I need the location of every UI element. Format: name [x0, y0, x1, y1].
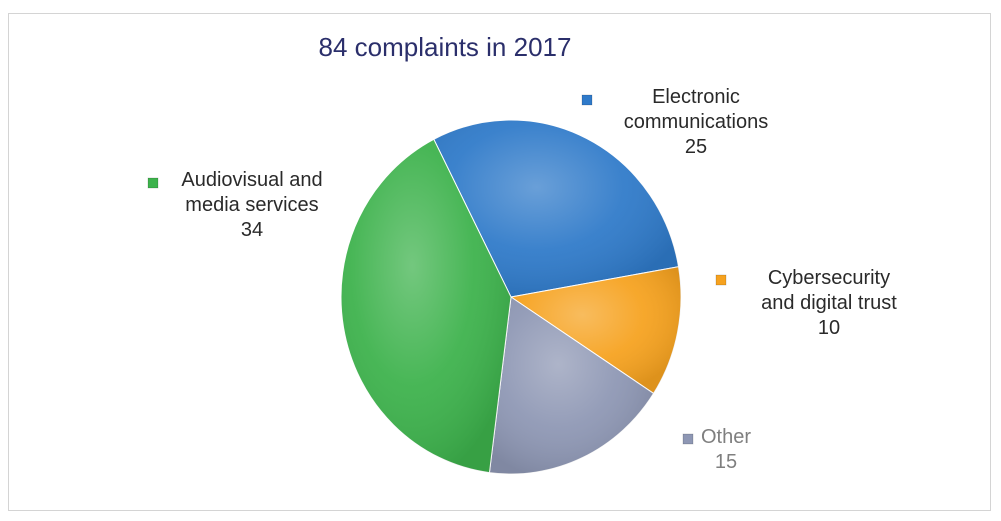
data-label-name-cybersecurity-and-digital-trust: Cybersecurity — [768, 267, 890, 289]
pie-slice-shading — [511, 266, 681, 394]
data-label-name-audiovisual-and-media-services: Audiovisual and — [181, 169, 322, 191]
pie-chart: 84 complaints in 2017 Electronic communic… — [147, 32, 897, 475]
legend-key-electronic-communications — [581, 94, 593, 106]
chart-frame: 84 complaints in 2017 Electronic communic… — [8, 13, 991, 511]
pie-slice-shading — [340, 139, 511, 473]
data-label-name-cybersecurity-and-digital-trust: and digital trust — [761, 292, 897, 314]
data-label-name-electronic-communications: communications — [624, 111, 769, 133]
data-label-value-cybersecurity-and-digital-trust: 10 — [818, 317, 840, 339]
legend-key-audiovisual-and-media-services — [147, 177, 159, 189]
data-label-value-electronic-communications: 25 — [685, 136, 707, 158]
data-label-name-audiovisual-and-media-services: media services — [185, 194, 318, 216]
pie-slice-shading — [489, 297, 654, 474]
slice-labels: Electronic communications 25 Cybersecurity a… — [147, 86, 897, 473]
chart-title: 84 complaints in 2017 — [319, 32, 572, 62]
pie-slices — [340, 119, 682, 475]
data-label-name-other: Other — [701, 426, 751, 448]
data-label-name-electronic-communications: Electronic — [652, 86, 740, 108]
data-label-value-other: 15 — [715, 451, 737, 473]
legend-key-cybersecurity-and-digital-trust — [715, 274, 727, 286]
pie-slice-shading — [433, 119, 679, 298]
legend-key-other — [682, 433, 694, 445]
data-label-value-audiovisual-and-media-services: 34 — [241, 219, 263, 241]
